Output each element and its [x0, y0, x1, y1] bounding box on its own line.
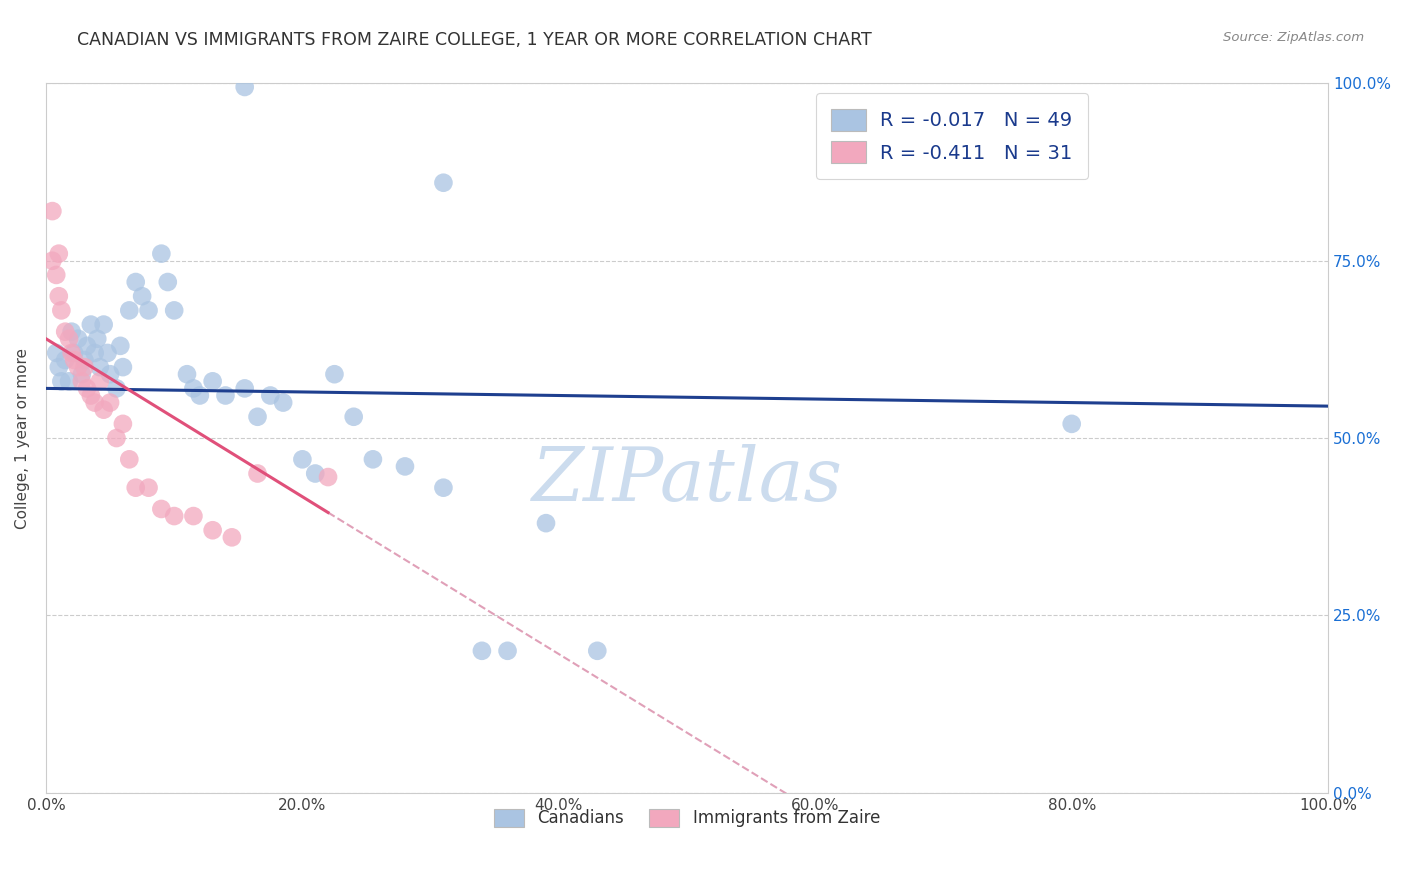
Point	[111, 360, 134, 375]
Point	[361, 452, 384, 467]
Point	[73, 360, 96, 375]
Point	[48, 360, 70, 375]
Point	[534, 516, 557, 530]
Point	[73, 353, 96, 368]
Point	[471, 644, 494, 658]
Point	[131, 289, 153, 303]
Point	[70, 374, 93, 388]
Point	[201, 523, 224, 537]
Point	[105, 381, 128, 395]
Point	[89, 360, 111, 375]
Text: Source: ZipAtlas.com: Source: ZipAtlas.com	[1223, 31, 1364, 45]
Point	[201, 374, 224, 388]
Point	[45, 268, 67, 282]
Point	[221, 530, 243, 544]
Point	[118, 452, 141, 467]
Point	[323, 368, 346, 382]
Point	[259, 388, 281, 402]
Point	[343, 409, 366, 424]
Point	[58, 332, 80, 346]
Point	[80, 318, 103, 332]
Point	[63, 353, 86, 368]
Point	[53, 353, 76, 368]
Point	[66, 360, 89, 375]
Point	[183, 381, 205, 395]
Point	[291, 452, 314, 467]
Point	[41, 204, 63, 219]
Point	[246, 409, 269, 424]
Point	[163, 303, 186, 318]
Point	[76, 381, 98, 395]
Point	[98, 368, 121, 382]
Point	[41, 253, 63, 268]
Point	[138, 303, 160, 318]
Point	[496, 644, 519, 658]
Point	[394, 459, 416, 474]
Point	[304, 467, 326, 481]
Point	[150, 502, 173, 516]
Point	[586, 644, 609, 658]
Point	[138, 481, 160, 495]
Point	[432, 176, 454, 190]
Point	[45, 346, 67, 360]
Point	[118, 303, 141, 318]
Point	[48, 289, 70, 303]
Point	[86, 332, 108, 346]
Point	[96, 346, 118, 360]
Point	[80, 388, 103, 402]
Point	[70, 368, 93, 382]
Point	[176, 368, 198, 382]
Point	[150, 246, 173, 260]
Point	[98, 395, 121, 409]
Point	[110, 339, 132, 353]
Point	[183, 509, 205, 524]
Point	[51, 374, 73, 388]
Point	[76, 339, 98, 353]
Point	[214, 388, 236, 402]
Point	[60, 346, 83, 360]
Point	[48, 246, 70, 260]
Point	[233, 80, 256, 95]
Point	[83, 346, 105, 360]
Point	[1060, 417, 1083, 431]
Point	[51, 303, 73, 318]
Point	[93, 318, 115, 332]
Point	[125, 275, 148, 289]
Point	[246, 467, 269, 481]
Point	[105, 431, 128, 445]
Point	[188, 388, 211, 402]
Point	[432, 481, 454, 495]
Point	[63, 346, 86, 360]
Point	[58, 374, 80, 388]
Y-axis label: College, 1 year or more: College, 1 year or more	[15, 348, 30, 529]
Point	[233, 381, 256, 395]
Point	[111, 417, 134, 431]
Point	[89, 374, 111, 388]
Point	[53, 325, 76, 339]
Point	[156, 275, 179, 289]
Point	[83, 395, 105, 409]
Point	[66, 332, 89, 346]
Point	[93, 402, 115, 417]
Point	[163, 509, 186, 524]
Text: ZIPatlas: ZIPatlas	[531, 444, 842, 516]
Text: CANADIAN VS IMMIGRANTS FROM ZAIRE COLLEGE, 1 YEAR OR MORE CORRELATION CHART: CANADIAN VS IMMIGRANTS FROM ZAIRE COLLEG…	[77, 31, 872, 49]
Legend: Canadians, Immigrants from Zaire: Canadians, Immigrants from Zaire	[488, 802, 887, 834]
Point	[271, 395, 294, 409]
Point	[60, 325, 83, 339]
Point	[125, 481, 148, 495]
Point	[316, 470, 339, 484]
